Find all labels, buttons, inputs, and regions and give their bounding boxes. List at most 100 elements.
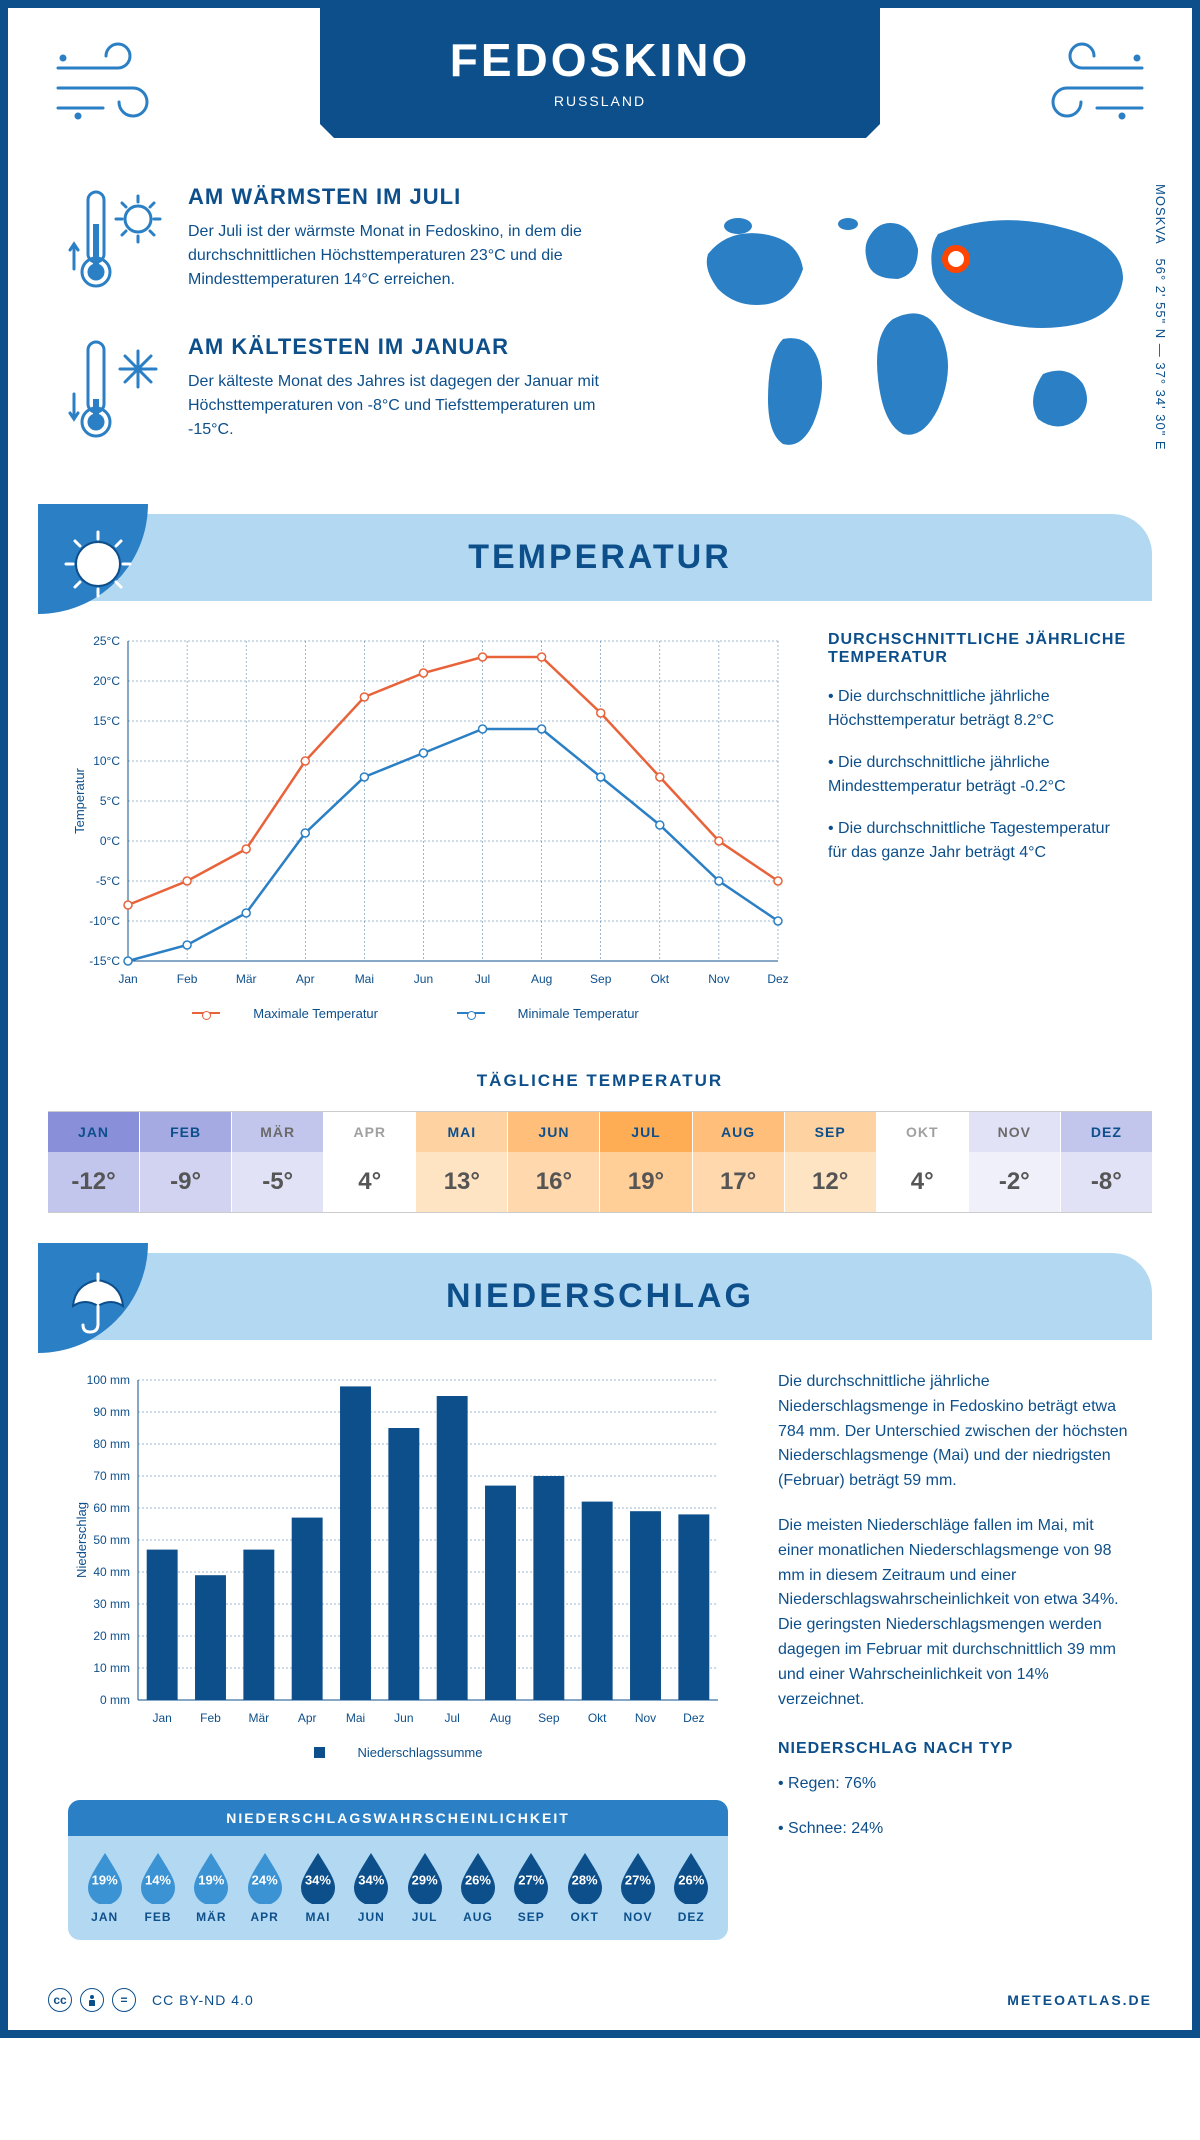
prob-cell: 28% OKT <box>558 1850 611 1924</box>
coordinates: MOSKVA 56° 2' 55" N — 37° 34' 30" E <box>1153 184 1168 451</box>
temp-fact-2: • Die durchschnittliche jährliche Mindes… <box>828 751 1132 799</box>
svg-text:Feb: Feb <box>177 972 198 986</box>
raindrop-icon: 26% <box>669 1850 713 1904</box>
daily-cell: AUG 17° <box>693 1112 785 1212</box>
svg-text:5°C: 5°C <box>100 794 120 808</box>
header: FEDOSKINO RUSSLAND <box>8 8 1192 154</box>
raindrop-icon: 14% <box>136 1850 180 1904</box>
svg-text:80 mm: 80 mm <box>93 1437 130 1451</box>
cc-icon: cc <box>48 1988 72 2012</box>
svg-text:0 mm: 0 mm <box>100 1693 130 1707</box>
raindrop-icon: 26% <box>456 1850 500 1904</box>
svg-text:10°C: 10°C <box>93 754 120 768</box>
daily-cell: SEP 12° <box>785 1112 877 1212</box>
daily-cell: JUL 19° <box>600 1112 692 1212</box>
svg-text:Feb: Feb <box>200 1711 221 1725</box>
precip-probability-box: NIEDERSCHLAGSWAHRSCHEINLICHKEIT 19% JAN … <box>68 1800 728 1940</box>
precip-section-header: NIEDERSCHLAG <box>48 1253 1152 1340</box>
svg-text:60 mm: 60 mm <box>93 1501 130 1515</box>
precip-bar-chart: 0 mm 10 mm 20 mm 30 mm 40 mm 50 mm 60 mm 70 mm 8… <box>68 1370 728 1780</box>
svg-text:Aug: Aug <box>531 972 552 986</box>
prob-cell: 26% DEZ <box>665 1850 718 1924</box>
daily-cell: OKT 4° <box>877 1112 969 1212</box>
precip-type-1: • Regen: 76% <box>778 1772 1132 1797</box>
svg-text:Jul: Jul <box>444 1711 459 1725</box>
svg-text:30 mm: 30 mm <box>93 1597 130 1611</box>
svg-text:50 mm: 50 mm <box>93 1533 130 1547</box>
svg-text:Mär: Mär <box>248 1711 269 1725</box>
wind-icon-right <box>1032 38 1152 133</box>
svg-text:100 mm: 100 mm <box>87 1373 130 1387</box>
precip-para-2: Die meisten Niederschläge fallen im Mai,… <box>778 1514 1132 1712</box>
prob-cell: 34% MAI <box>291 1850 344 1924</box>
svg-text:25°C: 25°C <box>93 634 120 648</box>
raindrop-icon: 34% <box>349 1850 393 1904</box>
precip-para-1: Die durchschnittliche jährliche Niedersc… <box>778 1370 1132 1494</box>
infographic-frame: FEDOSKINO RUSSLAND AM WÄRMSTEN IM JULI D… <box>0 0 1200 2038</box>
raindrop-icon: 28% <box>563 1850 607 1904</box>
daily-cell: JUN 16° <box>508 1112 600 1212</box>
raindrop-icon: 29% <box>403 1850 447 1904</box>
precip-heading: NIEDERSCHLAG <box>72 1277 1128 1316</box>
prob-cell: 29% JUL <box>398 1850 451 1924</box>
coldest-block: AM KÄLTESTEN IM JANUAR Der kälteste Mona… <box>68 334 628 449</box>
svg-text:15°C: 15°C <box>93 714 120 728</box>
prob-cell: 24% APR <box>238 1850 291 1924</box>
svg-text:Mai: Mai <box>355 972 374 986</box>
svg-text:Jun: Jun <box>414 972 433 986</box>
warmest-title: AM WÄRMSTEN IM JULI <box>188 184 628 210</box>
raindrop-icon: 24% <box>243 1850 287 1904</box>
nd-icon: = <box>112 1988 136 2012</box>
daily-cell: MAI 13° <box>416 1112 508 1212</box>
raindrop-icon: 19% <box>189 1850 233 1904</box>
prob-cell: 19% JAN <box>78 1850 131 1924</box>
svg-text:Sep: Sep <box>538 1711 560 1725</box>
svg-text:Aug: Aug <box>490 1711 511 1725</box>
svg-text:Apr: Apr <box>296 972 315 986</box>
daily-cell: NOV -2° <box>969 1112 1061 1212</box>
svg-text:Jul: Jul <box>475 972 490 986</box>
footer: cc = CC BY-ND 4.0 METEOATLAS.DE <box>8 1970 1192 2030</box>
svg-text:20°C: 20°C <box>93 674 120 688</box>
svg-text:10 mm: 10 mm <box>93 1661 130 1675</box>
prob-title: NIEDERSCHLAGSWAHRSCHEINLICHKEIT <box>68 1800 728 1836</box>
daily-cell: APR 4° <box>324 1112 416 1212</box>
svg-text:20 mm: 20 mm <box>93 1629 130 1643</box>
svg-text:40 mm: 40 mm <box>93 1565 130 1579</box>
site-name: METEOATLAS.DE <box>1007 1992 1152 2008</box>
thermometer-cold-icon <box>68 334 168 449</box>
daily-temp-title: TÄGLICHE TEMPERATUR <box>8 1071 1192 1091</box>
warmest-block: AM WÄRMSTEN IM JULI Der Juli ist der wär… <box>68 184 628 299</box>
city-title: FEDOSKINO <box>335 33 865 87</box>
temperature-legend: Maximale Temperatur Minimale Temperatur <box>68 996 788 1041</box>
raindrop-icon: 19% <box>83 1850 127 1904</box>
temp-fact-1: • Die durchschnittliche jährliche Höchst… <box>828 685 1132 733</box>
svg-text:70 mm: 70 mm <box>93 1469 130 1483</box>
prob-cell: 14% FEB <box>131 1850 184 1924</box>
svg-text:Dez: Dez <box>683 1711 704 1725</box>
svg-text:Jan: Jan <box>118 972 137 986</box>
svg-text:Dez: Dez <box>767 972 788 986</box>
svg-text:-15°C: -15°C <box>89 954 120 968</box>
prob-cell: 27% NOV <box>611 1850 664 1924</box>
country-subtitle: RUSSLAND <box>335 93 865 109</box>
svg-text:Nov: Nov <box>635 1711 656 1725</box>
by-icon <box>80 1988 104 2012</box>
temp-fact-3: • Die durchschnittliche Tagestemperatur … <box>828 817 1132 865</box>
prob-cell: 34% JUN <box>345 1850 398 1924</box>
prob-cell: 26% AUG <box>451 1850 504 1924</box>
intro-row: AM WÄRMSTEN IM JULI Der Juli ist der wär… <box>8 154 1192 494</box>
precip-type-2: • Schnee: 24% <box>778 1817 1132 1842</box>
svg-text:90 mm: 90 mm <box>93 1405 130 1419</box>
svg-text:Sep: Sep <box>590 972 612 986</box>
svg-text:Mai: Mai <box>346 1711 365 1725</box>
temperature-heading: TEMPERATUR <box>72 538 1128 577</box>
svg-text:0°C: 0°C <box>100 834 120 848</box>
prob-cell: 19% MÄR <box>185 1850 238 1924</box>
daily-cell: JAN -12° <box>48 1112 140 1212</box>
world-map: MOSKVA 56° 2' 55" N — 37° 34' 30" E <box>668 184 1148 484</box>
prob-cell: 27% SEP <box>505 1850 558 1924</box>
license: cc = CC BY-ND 4.0 <box>48 1988 254 2012</box>
temperature-line-chart: -15°C-10°C-5°C0°C5°C10°C15°C20°C25°CJanF… <box>68 631 788 1041</box>
svg-text:-5°C: -5°C <box>96 874 120 888</box>
